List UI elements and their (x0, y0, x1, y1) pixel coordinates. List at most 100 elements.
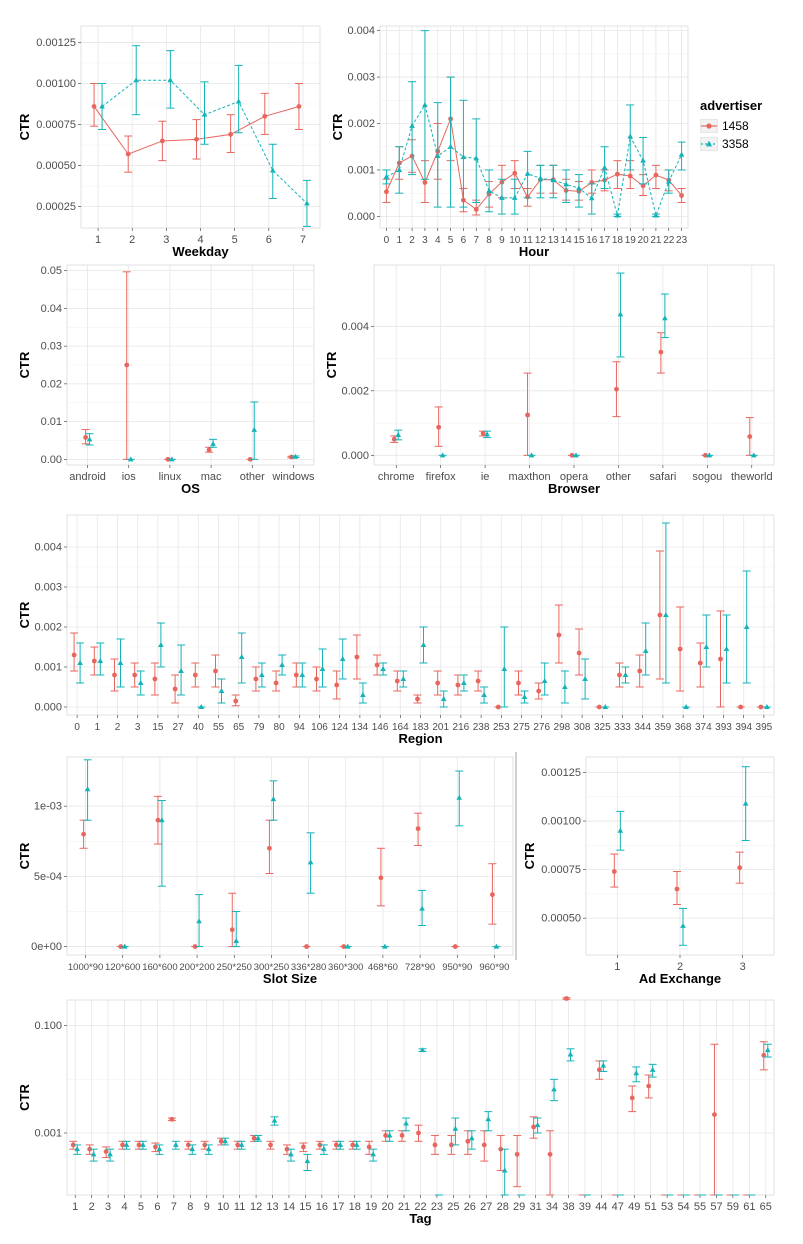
point-3358 (107, 1151, 113, 1157)
x-tick-label: 216 (453, 722, 470, 733)
y-tick-label: 0.002 (347, 118, 375, 130)
x-tick-label: 275 (513, 722, 530, 733)
point-3358 (750, 452, 757, 458)
point-3358 (269, 167, 276, 173)
point-3358 (77, 660, 83, 665)
x-tick-label: windows (271, 471, 315, 483)
y-axis-title: CTR (17, 113, 32, 140)
point-3358 (167, 77, 174, 83)
x-axis-title: Region (398, 731, 442, 746)
point-3358 (678, 151, 685, 157)
point-3358 (339, 656, 346, 661)
x-tick-label: 164 (392, 722, 409, 733)
y-tick-label: 0.00125 (541, 767, 581, 779)
x-tick-label: 14 (561, 235, 573, 246)
x-tick-label: 3 (163, 234, 169, 246)
point-3358 (627, 133, 634, 139)
point-1458 (378, 875, 384, 881)
point-1458 (617, 672, 622, 678)
point-1458 (132, 672, 138, 678)
point-3358 (156, 1146, 163, 1152)
x-tick-label: 374 (695, 722, 712, 733)
point-3358 (419, 905, 425, 911)
point-3358 (447, 143, 454, 149)
point-3358 (271, 1117, 278, 1123)
x-tick-label: 23 (431, 1201, 443, 1213)
point-3358 (499, 194, 505, 200)
point-1458 (374, 662, 380, 668)
point-3358 (370, 1151, 376, 1157)
point-1458 (125, 151, 131, 157)
chart-weekday: 0.00025 0.00050 0.00075 0.00100 0.00125 1 2 3 4 5… (17, 25, 321, 259)
x-tick-label: 12 (250, 1201, 262, 1213)
x-tick-label: other (606, 471, 631, 483)
point-1458 (547, 1151, 553, 1157)
x-tick-label: 44 (595, 1201, 607, 1213)
x-tick-label: 3 (105, 1201, 111, 1213)
y-tick-label: 5e-04 (34, 871, 62, 883)
x-tick-label: 57 (710, 1201, 722, 1213)
point-3358 (461, 680, 467, 685)
point-1458 (674, 886, 680, 892)
point-1458 (394, 678, 400, 684)
x-tick-label: 2 (115, 722, 121, 733)
x-tick-label: 960*90 (479, 962, 509, 973)
point-3358 (486, 187, 492, 193)
point-1458 (679, 193, 684, 198)
x-tick-label: 333 (614, 722, 631, 733)
x-tick-label: 11 (234, 1201, 245, 1213)
x-tick-label: 26 (464, 1201, 476, 1213)
point-3358 (140, 1141, 146, 1147)
x-tick-label: 3 (422, 235, 428, 246)
y-tick-label: 1e-03 (34, 801, 62, 813)
point-1458 (81, 831, 86, 837)
y-tick-label: 0.000 (347, 211, 375, 223)
x-tick-label: maxthon (508, 471, 550, 483)
x-tick-label: 94 (294, 722, 306, 733)
y-tick-label: 0.00025 (36, 201, 76, 213)
point-1458 (334, 682, 340, 688)
y-axis-title: CTR (17, 1084, 32, 1111)
point-1458 (658, 349, 664, 355)
point-3358 (534, 1122, 541, 1128)
point-3358 (521, 694, 528, 699)
y-tick-label: 0.000 (34, 702, 62, 714)
point-3358 (622, 672, 629, 677)
point-1458 (159, 138, 165, 144)
point-3358 (469, 1135, 475, 1141)
x-tick-label: 55 (694, 1201, 706, 1213)
point-1458 (268, 1142, 273, 1148)
x-tick-label: 55 (213, 722, 225, 733)
point-1458 (611, 869, 617, 874)
point-3358 (396, 166, 403, 172)
x-tick-label: 9 (499, 235, 505, 246)
y-tick-label: 0.03 (41, 341, 62, 353)
y-tick-label: 0.00050 (36, 160, 76, 172)
point-1458 (213, 668, 218, 674)
x-axis-title: Ad Exchange (639, 971, 721, 986)
point-3358 (383, 173, 390, 179)
y-axis-title: CTR (522, 842, 537, 869)
x-tick-label: 336*280 (291, 962, 326, 973)
x-tick-label: 15 (152, 722, 164, 733)
x-tick-label: ios (122, 471, 137, 483)
point-1458 (536, 688, 542, 694)
legend-key-3358 (700, 137, 718, 151)
x-tick-label: 1 (614, 961, 620, 973)
point-3358 (550, 177, 557, 183)
x-tick-label: ie (481, 471, 490, 483)
plot-area-slot (66, 756, 514, 956)
point-1458 (531, 1124, 536, 1130)
point-1458 (120, 1142, 125, 1148)
point-1458 (235, 1142, 241, 1148)
point-3358 (501, 666, 508, 671)
point-1458 (514, 1151, 520, 1157)
point-3358 (617, 311, 624, 317)
point-3358 (683, 704, 689, 709)
x-tick-label: 18 (612, 235, 624, 246)
x-tick-label: 20 (638, 235, 650, 246)
point-3358 (380, 666, 386, 671)
point-3358 (121, 943, 128, 949)
point-3358 (173, 1141, 179, 1147)
y-tick-label: 0.001 (347, 164, 375, 176)
